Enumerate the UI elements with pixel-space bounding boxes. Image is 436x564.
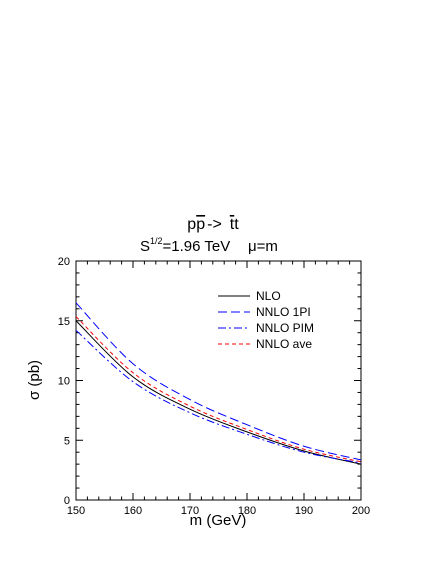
title-tbar: t <box>230 216 235 233</box>
x-axis-label: m (GeV) <box>190 512 247 529</box>
title-arrow: -> <box>207 216 222 233</box>
series-line-3 <box>75 316 362 463</box>
chart-title-scale: μ=m <box>248 238 278 255</box>
y-tick-label: 10 <box>58 376 70 388</box>
chart-title-energy: S1/2=1.96 TeV <box>140 236 230 255</box>
title-t: t <box>234 216 239 233</box>
legend-label: NLO <box>256 289 281 303</box>
series-line-2 <box>75 329 362 464</box>
x-tick-label: 160 <box>124 505 142 517</box>
plot-frame <box>75 260 362 501</box>
legend-label: NNLO PIM <box>256 321 314 335</box>
axis-ticks <box>75 260 362 501</box>
x-tick-label: 180 <box>238 505 256 517</box>
title-energy-s: S <box>140 238 150 255</box>
series-line-0 <box>75 320 362 465</box>
x-tick-labels: 150 160 170 180 190 200 <box>67 505 370 517</box>
series-line-1 <box>75 302 362 461</box>
y-tick-label: 0 <box>64 495 70 507</box>
series-lines <box>75 302 362 465</box>
y-tick-label: 5 <box>64 435 70 447</box>
title-energy-value: =1.96 TeV <box>163 238 231 255</box>
title-energy-exp: 1/2 <box>150 236 163 246</box>
legend-label: NNLO 1PI <box>256 305 311 319</box>
y-tick-label: 15 <box>58 316 70 328</box>
y-tick-labels: 0 5 10 15 20 <box>58 256 70 507</box>
x-tick-label: 150 <box>67 505 85 517</box>
title-p: p <box>187 216 196 233</box>
chart-title-process: pp -> tt <box>187 216 239 233</box>
x-tick-label: 170 <box>181 505 199 517</box>
x-tick-label: 190 <box>295 505 313 517</box>
legend: NLO NNLO 1PI NNLO PIM NNLO ave <box>218 289 314 351</box>
y-axis-label: σ (pb) <box>26 360 43 400</box>
title-pbar: p <box>196 216 205 233</box>
y-tick-label: 20 <box>58 256 70 268</box>
legend-label: NNLO ave <box>256 337 312 351</box>
x-tick-label: 200 <box>352 505 370 517</box>
